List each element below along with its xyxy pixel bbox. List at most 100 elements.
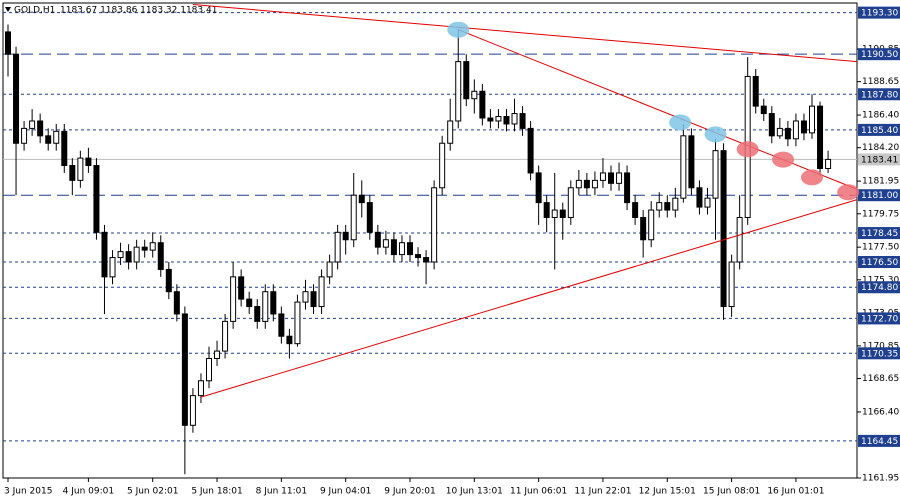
- menu-triangle: [5, 7, 11, 12]
- candle-body: [133, 246, 140, 263]
- candle-body: [760, 105, 767, 115]
- marker: [736, 141, 759, 158]
- candle-body: [487, 117, 494, 122]
- candle-body: [157, 242, 164, 270]
- candle-body: [45, 135, 52, 144]
- candle-body: [342, 231, 349, 241]
- candle-body: [624, 172, 631, 204]
- level-label: 1164.45: [861, 437, 898, 447]
- y-tick-label: 1168.65: [862, 374, 899, 384]
- x-tick-label: 5 Jun 02:01: [127, 487, 178, 497]
- candle-body: [688, 135, 695, 189]
- trendline: [192, 3, 858, 63]
- candle-body: [334, 231, 341, 263]
- candle-body: [246, 298, 253, 308]
- candle-body: [13, 53, 20, 144]
- candle-body: [238, 276, 245, 300]
- chart-title: GOLD,H1: [14, 6, 55, 16]
- plot-frame: [2, 2, 858, 479]
- candle-body: [680, 135, 687, 199]
- level-label: 1187.80: [861, 90, 898, 100]
- candle-body: [350, 194, 357, 241]
- candle-body: [752, 75, 759, 107]
- candle-body: [286, 335, 293, 345]
- candle-body: [431, 187, 438, 263]
- candle-body: [326, 261, 333, 278]
- candle-body: [776, 127, 783, 137]
- candle-body: [398, 242, 405, 256]
- current-price-label: 1183.41: [861, 155, 898, 165]
- candle-body: [728, 261, 735, 308]
- candle-body: [29, 120, 36, 129]
- level-label: 1172.70: [861, 314, 898, 324]
- candle-body: [455, 61, 462, 122]
- candle-body: [809, 105, 815, 134]
- candle-body: [125, 251, 132, 263]
- candle-body: [61, 130, 68, 167]
- y-tick-label: 1184.20: [862, 143, 899, 153]
- y-tick-label: 1188.65: [862, 77, 899, 87]
- candle-body: [784, 127, 791, 140]
- candle-body: [608, 172, 614, 184]
- level-label-box: [858, 312, 900, 325]
- marker: [837, 184, 860, 201]
- level-label-box: [858, 434, 900, 447]
- candle-body: [640, 216, 647, 241]
- candle-body: [672, 197, 679, 211]
- candle-body: [423, 257, 430, 263]
- candle-body: [358, 194, 365, 204]
- level-label-box: [858, 347, 900, 360]
- candle-body: [254, 306, 261, 322]
- x-tick-label: 12 Jun 15:01: [639, 487, 696, 497]
- candle-body: [535, 172, 542, 204]
- candle-body: [591, 179, 598, 189]
- candle-body: [37, 120, 44, 137]
- candle-body: [664, 202, 671, 211]
- level-label: 1176.50: [861, 258, 898, 268]
- candle-body: [599, 172, 606, 181]
- level-label-box: [858, 123, 900, 136]
- candle-body: [632, 202, 639, 218]
- candle-body: [117, 251, 124, 259]
- candle-body: [173, 291, 180, 315]
- candle-body: [390, 239, 397, 256]
- y-tick-label: 1177.50: [862, 243, 899, 253]
- candle-body: [583, 179, 590, 189]
- candle-body: [197, 380, 204, 397]
- current-price-box: [858, 153, 900, 166]
- candle-body: [101, 231, 108, 278]
- ohlc-info: 1183.67 1183.86 1183.32 1183.41: [60, 6, 217, 16]
- candle-body: [189, 395, 196, 426]
- candle-body: [559, 209, 566, 218]
- candle-body: [471, 90, 478, 100]
- level-label: 1190.50: [861, 50, 898, 60]
- level-label-box: [858, 88, 900, 101]
- candle-body: [69, 165, 76, 181]
- candle-body: [479, 90, 486, 119]
- level-label: 1193.30: [861, 9, 898, 19]
- candle-body: [567, 187, 574, 218]
- candle-body: [616, 172, 623, 184]
- candle-body: [656, 202, 663, 211]
- candle-body: [318, 276, 325, 308]
- candle-body: [181, 313, 188, 426]
- candle-body: [825, 158, 832, 169]
- y-tick-label: 1181.95: [862, 177, 899, 187]
- y-tick-label: 1175.30: [862, 275, 899, 285]
- x-tick-label: 11 Jun 06:01: [510, 487, 567, 497]
- candle-body: [262, 291, 269, 322]
- x-tick-label: 9 Jun 20:01: [384, 487, 435, 497]
- candle-body: [800, 120, 807, 134]
- candle-body: [141, 246, 148, 251]
- candle-body: [206, 358, 212, 382]
- candle-body: [165, 268, 172, 293]
- marker: [447, 21, 470, 38]
- candle-body: [817, 105, 824, 169]
- candle-body: [77, 157, 84, 181]
- candle-body: [85, 157, 92, 167]
- candle-body: [302, 291, 309, 303]
- candle-body: [222, 320, 229, 352]
- candle-body: [463, 61, 470, 100]
- candle-body: [5, 31, 11, 55]
